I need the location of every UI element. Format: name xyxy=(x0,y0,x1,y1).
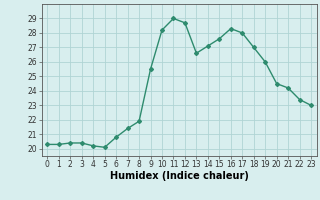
X-axis label: Humidex (Indice chaleur): Humidex (Indice chaleur) xyxy=(110,171,249,181)
